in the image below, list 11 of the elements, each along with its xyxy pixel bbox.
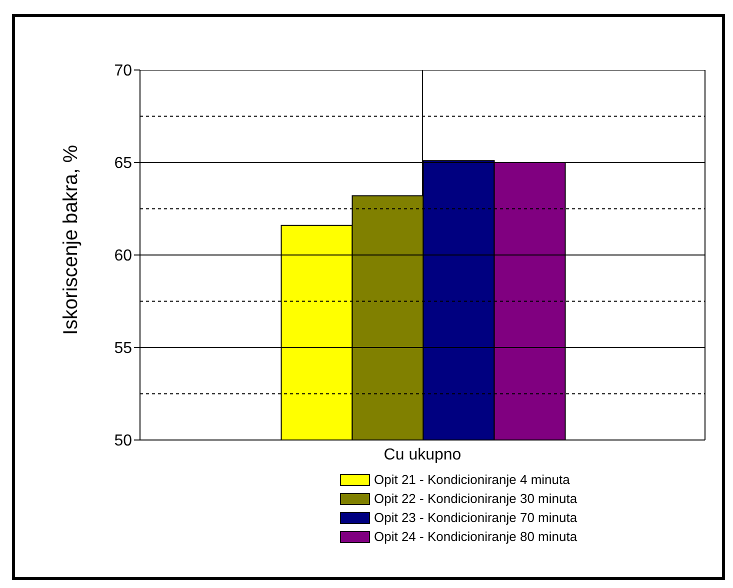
x-tick-label: Cu ukupno [384, 446, 462, 464]
y-tick-label: 55 [114, 340, 132, 358]
y-tick-label: 60 [114, 248, 132, 265]
legend-label: Opit 22 - Kondicioniranje 30 minuta [374, 490, 578, 508]
legend-label: Opit 23 - Kondicioniranje 70 minuta [374, 509, 578, 527]
legend-label: Opit 21 - Kondicioniranje 4 minuta [374, 471, 570, 489]
y-tick-label: 50 [114, 432, 132, 450]
y-axis-title: Iskoriscenje bakra, % [60, 144, 82, 335]
y-tick-label: 70 [114, 62, 132, 80]
legend-label: Opit 24 - Kondicioniranje 80 minuta [374, 528, 578, 546]
y-tick-label: 65 [114, 155, 132, 172]
